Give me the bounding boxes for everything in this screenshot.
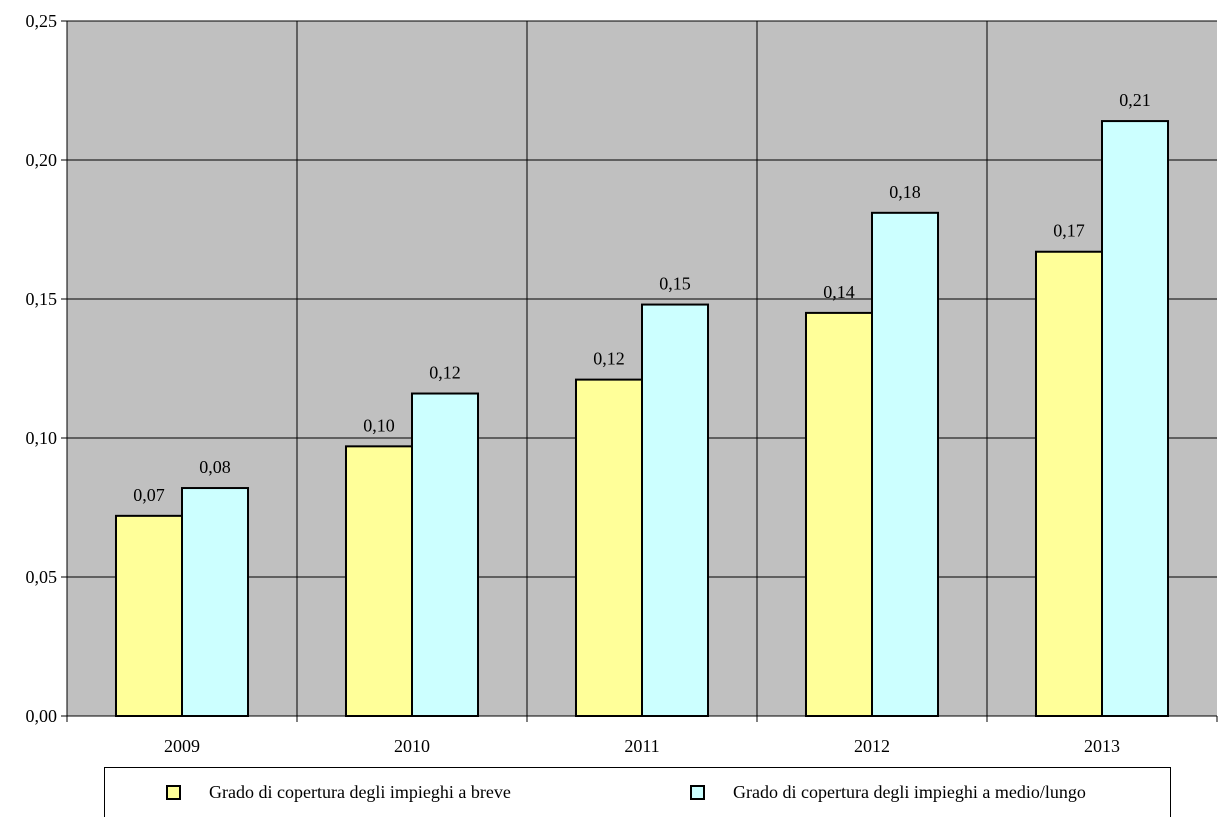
- x-tick-label: 2009: [164, 736, 200, 756]
- x-axis-labels: 2009 2010 2011 2012 2013: [164, 736, 1120, 756]
- bar: [411, 392, 480, 717]
- x-tick-label: 2012: [854, 736, 890, 756]
- y-tick-label: 0,20: [26, 150, 58, 170]
- legend-item-breve: Grado di copertura degli impieghi a brev…: [166, 782, 511, 803]
- bar: [1101, 120, 1170, 717]
- bar-value-label: 0,12: [593, 349, 625, 369]
- legend-label-medio-lungo: Grado di copertura degli impieghi a medi…: [733, 782, 1086, 802]
- bar-value-label: 0,18: [889, 182, 921, 202]
- x-tick-label: 2011: [624, 736, 659, 756]
- bar-value-label: 0,07: [133, 485, 165, 505]
- y-tick-label: 0,10: [26, 428, 58, 448]
- bar: [641, 303, 710, 717]
- bar-value-label: 0,17: [1053, 221, 1085, 241]
- bar-value-label: 0,15: [659, 274, 691, 294]
- bar: [871, 211, 940, 717]
- bar: [114, 514, 183, 718]
- bar-value-label: 0,14: [823, 282, 855, 302]
- y-tick-label: 0,05: [26, 567, 58, 587]
- bar-value-label: 0,10: [363, 415, 395, 435]
- bar-value-label: 0,12: [429, 363, 461, 383]
- bar: [181, 487, 250, 718]
- bar: [574, 378, 643, 717]
- bars: [114, 120, 1170, 718]
- y-axis-ticks: 0,00 0,05 0,10 0,15 0,20 0,25: [26, 11, 1218, 726]
- legend-item-medio-lungo: Grado di copertura degli impieghi a medi…: [690, 782, 1086, 803]
- legend-swatch-medio-lungo: [690, 785, 705, 800]
- legend-label-breve: Grado di copertura degli impieghi a brev…: [209, 782, 511, 802]
- legend-swatch-breve: [166, 785, 181, 800]
- x-tick-label: 2013: [1084, 736, 1120, 756]
- y-tick-label: 0,25: [26, 11, 58, 31]
- bar: [1034, 250, 1103, 718]
- y-tick-label: 0,00: [26, 706, 58, 726]
- x-tick-label: 2010: [394, 736, 430, 756]
- bar: [344, 445, 413, 717]
- legend: Grado di copertura degli impieghi a brev…: [104, 767, 1171, 817]
- y-tick-label: 0,15: [26, 289, 58, 309]
- bar: [804, 311, 873, 717]
- bar-value-label: 0,08: [199, 457, 231, 477]
- bar-value-label: 0,21: [1119, 90, 1151, 110]
- data-labels: 0,07 0,08 0,10 0,12 0,12 0,15 0,14 0,18 0,17 0,21: [133, 90, 1151, 505]
